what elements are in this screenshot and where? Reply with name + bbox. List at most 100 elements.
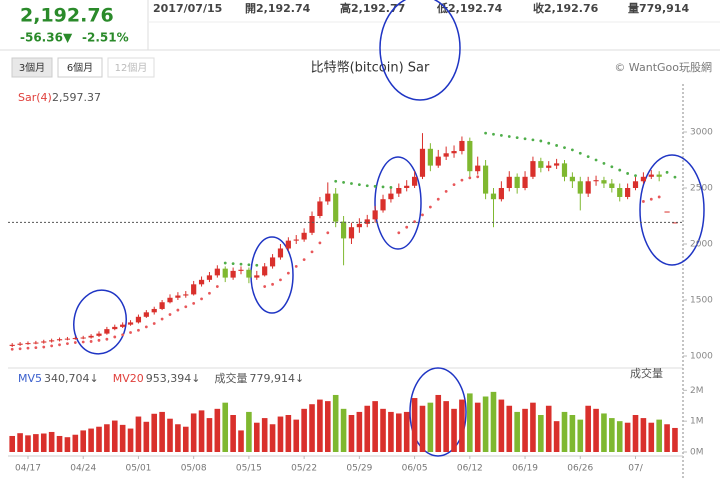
candle-body <box>427 148 433 166</box>
volume-bar <box>214 408 221 452</box>
candle-body <box>33 342 39 344</box>
sar-dot <box>421 213 424 217</box>
sar-dot <box>89 340 93 343</box>
x-tick-label: 05/01 <box>125 464 151 474</box>
x-tick-label: 05/15 <box>236 464 262 474</box>
volume: 量779,914 <box>628 2 689 15</box>
volume-bar <box>269 424 276 452</box>
volume-bar <box>577 419 584 452</box>
button-bg <box>11 57 53 78</box>
sar-dot <box>73 341 77 344</box>
volume-bar <box>72 434 79 452</box>
sar-dot <box>397 231 401 235</box>
candle-body <box>9 344 15 346</box>
volume-bar <box>451 408 457 452</box>
sar-dot <box>578 151 582 155</box>
candle-body <box>88 335 94 338</box>
candle-body <box>301 232 307 240</box>
sar-dot <box>476 175 480 179</box>
candle-body <box>325 193 331 202</box>
sar-dot <box>168 313 172 316</box>
sar-dot <box>547 141 551 145</box>
volume-bar <box>64 437 71 452</box>
candle-body <box>17 343 23 345</box>
sar-dot <box>10 347 14 351</box>
volume-bar <box>238 430 244 452</box>
volume-bar <box>372 401 378 452</box>
volume-bar <box>325 401 331 452</box>
candle-body <box>648 174 654 177</box>
volume-bar <box>277 416 284 452</box>
candle-body <box>459 140 465 152</box>
volume-bar <box>151 413 158 452</box>
candle-body <box>577 181 583 194</box>
range-button[interactable]: 3個月 <box>19 61 45 74</box>
sar-dot <box>239 262 243 266</box>
volume-bar <box>33 434 39 452</box>
watermark: © WantGoo玩股網 <box>614 60 712 74</box>
sar-dot <box>271 282 274 286</box>
candle-body <box>372 210 378 220</box>
annotation-circle <box>409 367 467 457</box>
low: 低2,192.74 <box>436 1 503 15</box>
volume-bar <box>593 408 599 452</box>
volume-bar <box>9 435 15 452</box>
candle-body <box>25 343 31 345</box>
legend-value: 953,394↓ <box>146 372 201 385</box>
price: 2,192.76 <box>20 5 114 27</box>
sar-dot <box>223 261 227 265</box>
sar-value: 2,597.37 <box>52 91 101 104</box>
sar-dot <box>255 263 259 267</box>
volume-bar <box>388 411 394 452</box>
candle-body <box>443 153 449 157</box>
volume-bar <box>403 411 410 452</box>
candle-body <box>56 339 63 341</box>
volume-bar <box>672 427 678 452</box>
sar-dot <box>555 144 559 147</box>
volume-bar <box>609 418 615 452</box>
sar-dot <box>649 197 653 201</box>
volume-tick-label: 2M <box>690 386 704 396</box>
sar-dot <box>350 182 353 185</box>
volume-bar <box>467 393 473 452</box>
candle-body <box>317 201 323 216</box>
volume-bar <box>317 399 323 452</box>
range-button[interactable]: 12個月 <box>115 61 148 74</box>
candle-body <box>546 165 552 168</box>
sar-dot <box>586 155 590 159</box>
volume-bar <box>206 418 213 452</box>
volume-bar <box>175 424 181 452</box>
sar-dot <box>279 278 282 282</box>
candle-body <box>72 338 78 340</box>
candle-body <box>198 279 205 285</box>
sar-dot <box>405 225 409 229</box>
sar-dot <box>594 158 598 162</box>
volume-bar <box>538 415 544 452</box>
sar-dot <box>50 344 54 348</box>
candle-body <box>348 227 355 239</box>
volume-bar <box>435 394 442 452</box>
volume-bar <box>380 408 386 452</box>
sar-dot <box>215 285 219 288</box>
annotation-circle <box>73 289 127 355</box>
range-button[interactable]: 6個月 <box>67 61 93 74</box>
sar-dot <box>610 165 614 169</box>
sar-dot <box>97 338 101 342</box>
sar-dot <box>310 250 314 254</box>
volume-bar <box>396 413 402 452</box>
sar-dot <box>634 174 637 178</box>
candle-body <box>309 216 315 233</box>
candle-body <box>356 223 362 228</box>
volume-bar <box>96 426 102 452</box>
candle-body <box>593 180 599 182</box>
x-tick-label: 06/26 <box>567 464 593 474</box>
candle-body <box>640 176 646 182</box>
volume-bar <box>340 408 347 452</box>
sar-dot <box>515 136 519 140</box>
volume-bar <box>17 433 23 452</box>
volume-bar <box>648 422 655 452</box>
candle-body <box>333 193 339 222</box>
candle-body <box>41 341 47 343</box>
candle-body <box>104 329 110 334</box>
y-tick-label: 3000 <box>690 128 713 138</box>
